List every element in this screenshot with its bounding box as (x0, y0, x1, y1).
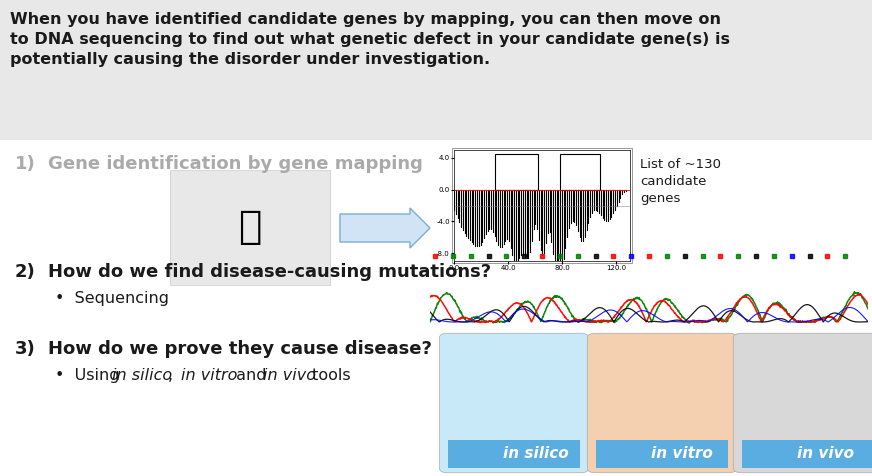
FancyBboxPatch shape (742, 440, 872, 468)
Text: in vivo: in vivo (797, 446, 855, 462)
Text: in vitro: in vitro (651, 446, 713, 462)
FancyBboxPatch shape (0, 0, 872, 140)
Text: Gene identification by gene mapping: Gene identification by gene mapping (48, 155, 423, 173)
Text: ,: , (168, 368, 179, 383)
FancyArrow shape (340, 208, 430, 248)
Text: and: and (231, 368, 272, 383)
FancyBboxPatch shape (587, 333, 737, 473)
Text: List of ~130
candidate
genes: List of ~130 candidate genes (640, 158, 721, 205)
Text: 3): 3) (15, 340, 36, 358)
FancyBboxPatch shape (448, 440, 580, 468)
Text: in vitro: in vitro (181, 368, 237, 383)
Text: in silico: in silico (112, 368, 172, 383)
FancyBboxPatch shape (733, 333, 872, 473)
Text: tools: tools (307, 368, 351, 383)
FancyBboxPatch shape (596, 440, 728, 468)
Text: •  Using: • Using (55, 368, 125, 383)
Text: How do we prove they cause disease?: How do we prove they cause disease? (48, 340, 432, 358)
Text: in silico: in silico (503, 446, 569, 462)
Text: When you have identified candidate genes by mapping, you can then move on
to DNA: When you have identified candidate genes… (10, 12, 730, 67)
Text: 2): 2) (15, 263, 36, 281)
Text: 📍: 📍 (238, 208, 262, 246)
FancyBboxPatch shape (452, 148, 632, 263)
FancyBboxPatch shape (170, 170, 330, 285)
Text: How do we find disease-causing mutations?: How do we find disease-causing mutations… (48, 263, 491, 281)
Text: 1): 1) (15, 155, 36, 173)
Text: •  Sequencing: • Sequencing (55, 291, 169, 306)
Text: in vivo: in vivo (262, 368, 316, 383)
FancyBboxPatch shape (439, 333, 589, 473)
